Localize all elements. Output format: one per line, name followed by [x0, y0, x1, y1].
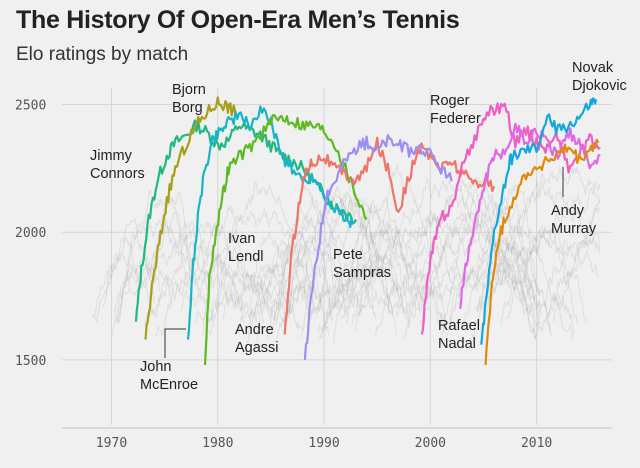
background-player-line: [446, 237, 542, 337]
background-player-line: [282, 208, 449, 326]
chart-title: The History Of Open-Era Men’s Tennis: [16, 6, 460, 34]
y-tick-label: 1500: [15, 354, 46, 369]
background-player-line: [307, 275, 377, 321]
axis-ticks: 1970 1980 1990 2000 2010 1500 2000 2500: [15, 99, 552, 451]
x-tick-label: 2000: [415, 436, 446, 451]
series-line-john-mcenroe: [186, 105, 354, 340]
x-tick-label: 1970: [96, 436, 127, 451]
background-player-line: [354, 192, 536, 334]
annotation-novak-djokovic: Novak Djokovic: [572, 60, 627, 94]
background-player-line: [205, 181, 323, 347]
x-tick-label: 1980: [202, 436, 233, 451]
background-player-line: [499, 226, 600, 326]
background-player-line: [268, 193, 409, 331]
background-player-line: [276, 283, 348, 340]
background-player-line: [340, 196, 417, 319]
background-player-line: [419, 211, 541, 326]
background-player-line: [246, 247, 314, 344]
background-player-line: [403, 176, 534, 339]
background-player-line: [407, 209, 454, 327]
background-player-line: [249, 286, 310, 336]
background-player-line: [275, 185, 336, 326]
series-line-rafael-nadal: [459, 122, 601, 309]
background-player-line: [284, 209, 345, 324]
background-player-line: [155, 268, 288, 337]
background-player-line: [470, 228, 588, 339]
background-player-line: [222, 231, 374, 321]
background-player-line: [180, 253, 253, 318]
background-player-line: [475, 180, 601, 313]
annotation-pete-sampras: Pete Sampras: [333, 247, 391, 281]
background-player-line: [321, 219, 404, 330]
y-tick-label: 2500: [15, 99, 46, 114]
series-line-pete-sampras: [303, 134, 453, 360]
background-player-line: [338, 206, 396, 313]
background-player-line: [547, 201, 600, 320]
annotation-john-mcenroe: John McEnroe: [140, 359, 198, 393]
background-player-line: [332, 245, 391, 344]
background-player-line: [534, 207, 601, 338]
background-player-line: [552, 233, 601, 322]
annotation-andre-agassi: Andre Agassi: [235, 322, 279, 356]
background-player-line: [350, 215, 537, 340]
annotation-bjorn-borg: Bjorn Borg: [172, 82, 206, 116]
background-player-line: [207, 255, 265, 336]
background-player-line: [375, 234, 551, 337]
background-player-line: [345, 177, 537, 340]
background-player-line: [144, 249, 245, 325]
background-player-line: [505, 180, 601, 319]
series-line-andre-agassi: [283, 136, 496, 335]
background-player-line: [286, 262, 334, 321]
background-player-line: [155, 204, 330, 336]
series-line-ivan-lendl: [203, 114, 368, 366]
background-player-line: [478, 223, 579, 325]
x-tick-label: 2010: [521, 436, 552, 451]
annotation-jimmy-connors: Jimmy Connors: [90, 148, 145, 182]
background-player-line: [477, 166, 601, 312]
background-player-line: [101, 217, 155, 308]
background-player-line: [334, 228, 429, 314]
series-line-bjorn-borg: [144, 96, 239, 340]
background-player-line: [317, 267, 371, 334]
background-player-line: [322, 276, 432, 321]
series-lines: [134, 96, 601, 366]
background-player-line: [387, 253, 553, 336]
chart-subtitle: Elo ratings by match: [16, 44, 189, 65]
background-player-line: [248, 238, 315, 320]
background-player-line: [238, 231, 291, 333]
series-line-novak-djokovic: [480, 97, 598, 345]
background-players: [90, 164, 601, 348]
background-player-line: [255, 243, 317, 348]
annotation-andy-murray: Andy Murray: [551, 203, 597, 237]
background-player-line: [194, 262, 302, 330]
background-player-line: [114, 225, 246, 325]
background-player-line: [279, 185, 393, 316]
annotation-roger-federer: Roger Federer: [430, 93, 481, 127]
series-line-roger-federer: [420, 102, 601, 335]
series-line-andy-murray: [484, 138, 600, 366]
x-tick-label: 1990: [308, 436, 339, 451]
background-player-line: [315, 198, 375, 319]
y-tick-label: 2000: [15, 226, 46, 241]
annotation-rafael-nadal: Rafael Nadal: [438, 318, 480, 352]
mcenroe-leader-line: [164, 328, 186, 358]
background-player-line: [409, 205, 575, 335]
background-player-line: [93, 245, 154, 323]
background-player-line: [394, 257, 574, 340]
annotation-ivan-lendl: Ivan Lendl: [228, 231, 263, 265]
annotations: Jimmy Connors Bjorn Borg John McEnroe Ivan Lend…: [90, 60, 627, 393]
background-player-line: [318, 240, 446, 340]
background-player-line: [114, 256, 160, 314]
background-player-line: [261, 193, 397, 336]
grid: [62, 88, 612, 429]
